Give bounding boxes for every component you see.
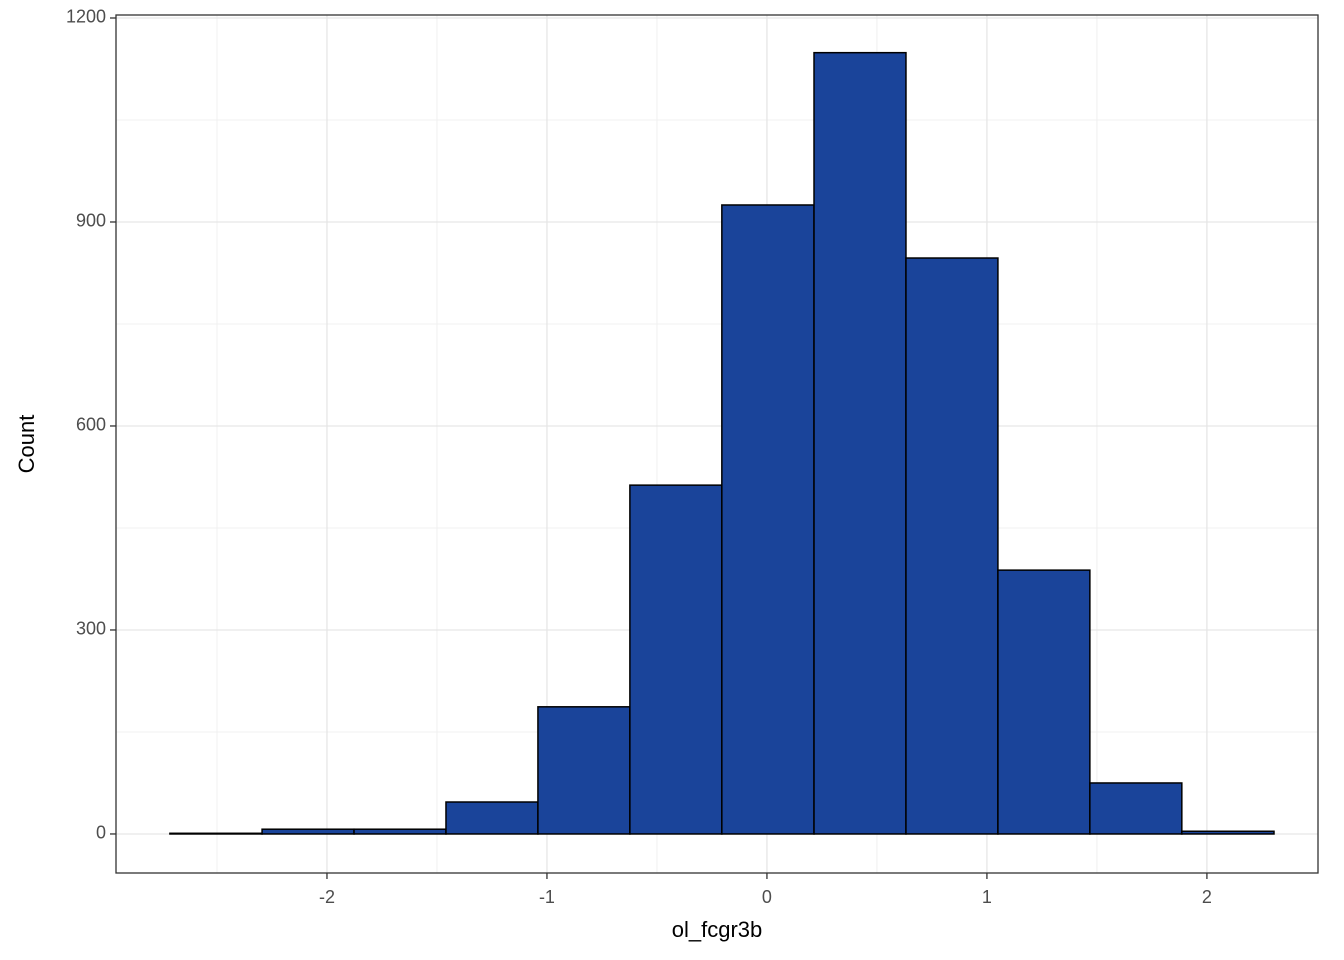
bar	[353, 828, 447, 835]
x-tick-label: 0	[762, 887, 772, 907]
y-tick-label: 1200	[66, 7, 106, 27]
x-axis-title: ol_fcgr3b	[672, 917, 763, 942]
panel-border	[115, 14, 1319, 874]
x-tick-label: 2	[1202, 887, 1212, 907]
bar	[1181, 830, 1275, 835]
bar	[721, 204, 815, 835]
bar	[1089, 782, 1183, 835]
x-tick-label: -1	[539, 887, 555, 907]
bar	[445, 801, 539, 835]
bar	[537, 706, 631, 835]
y-tick-label: 300	[76, 619, 106, 639]
bar	[813, 51, 907, 835]
bar	[169, 832, 263, 835]
y-tick-label: 0	[96, 823, 106, 843]
x-tick-label: -2	[319, 887, 335, 907]
y-tick-label: 600	[76, 415, 106, 435]
bar	[905, 257, 999, 835]
bar	[997, 569, 1091, 835]
x-tick-label: 1	[982, 887, 992, 907]
bar	[629, 484, 723, 835]
y-axis-title: Count	[14, 415, 39, 474]
y-tick-label: 900	[76, 211, 106, 231]
bar	[261, 828, 355, 835]
